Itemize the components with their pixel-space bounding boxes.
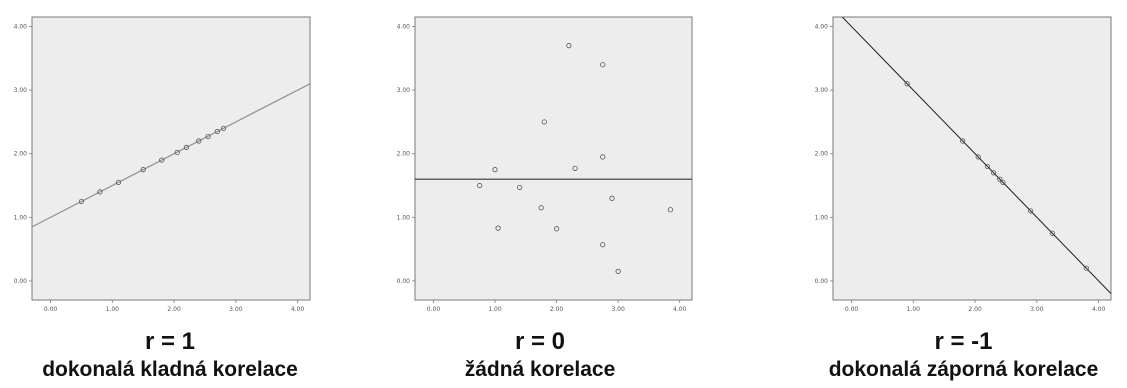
x-tick-label: 3.00 xyxy=(1030,306,1044,313)
x-tick-label: 1.00 xyxy=(106,306,120,313)
data-point xyxy=(205,133,211,140)
fit-line xyxy=(32,83,310,228)
x-tick-label: 1.00 xyxy=(907,306,921,313)
x-tick-label: 2.00 xyxy=(968,306,982,313)
caption-text: dokonalá záporná korelace xyxy=(828,358,1099,381)
y-tick-label: 4.00 xyxy=(815,24,829,31)
data-point xyxy=(553,226,560,232)
panel-zero: 0.00 1.00 2.00 3.00 4.00 0.00 1.00 2.00 3.00 4.00… xyxy=(380,0,700,388)
data-point xyxy=(566,43,572,49)
data-point xyxy=(600,62,606,68)
y-tick-label: 2.00 xyxy=(14,151,28,158)
caption-negative: r = -1 dokonalá záporná korelace xyxy=(800,328,1127,384)
data-point xyxy=(517,184,523,191)
data-point xyxy=(492,167,498,173)
data-point xyxy=(1000,179,1006,185)
x-tick-label: 0.00 xyxy=(427,306,441,313)
caption-text: dokonalá kladná korelace xyxy=(42,358,298,381)
data-point xyxy=(78,198,85,205)
x-tick-label: 4.00 xyxy=(291,306,305,313)
plot-area xyxy=(31,16,311,301)
r-label: r = 1 xyxy=(144,328,196,355)
scatter-plot-zero: 0.00 1.00 2.00 3.00 4.00 0.00 1.00 2.00 3.00 4.00 xyxy=(397,16,693,313)
scatter-plot-negative: 0.00 1.00 2.00 3.00 4.00 0.00 1.00 2.00 3.00 4.00 xyxy=(815,16,1112,313)
data-point xyxy=(183,144,190,150)
caption-text: žádná korelace xyxy=(464,358,616,381)
data-point xyxy=(1049,230,1055,236)
data-point xyxy=(997,176,1003,182)
data-point xyxy=(991,170,997,176)
x-tick-label: 1.00 xyxy=(488,306,502,313)
x-tick-label: 2.00 xyxy=(550,306,564,313)
x-tick-label: 0.00 xyxy=(44,306,58,313)
r-label: r = -1 xyxy=(934,328,993,355)
data-point xyxy=(97,189,103,195)
data-point xyxy=(1083,265,1089,271)
scatter-plot-positive: 0.00 1.00 2.00 3.00 4.00 0.00 1.00 2.00 3.00 4.00 xyxy=(14,16,311,313)
x-tick-label: 4.00 xyxy=(673,306,687,313)
data-point xyxy=(975,154,981,160)
data-point xyxy=(960,138,966,144)
data-point xyxy=(600,154,606,160)
x-tick-label: 0.00 xyxy=(845,306,859,313)
y-tick-label: 1.00 xyxy=(14,214,28,221)
data-point xyxy=(600,242,606,248)
caption-positive: r = 1 dokonalá kladná korelace xyxy=(20,328,320,384)
plot-area xyxy=(832,16,1112,301)
x-tick-label: 2.00 xyxy=(167,306,181,313)
y-tick-label: 3.00 xyxy=(397,87,411,94)
x-tick-label: 3.00 xyxy=(611,306,625,313)
data-point xyxy=(615,268,621,274)
data-point xyxy=(609,195,615,201)
data-point xyxy=(196,138,202,144)
y-tick-label: 2.00 xyxy=(397,151,411,158)
y-tick-label: 0.00 xyxy=(815,278,829,285)
y-tick-label: 3.00 xyxy=(815,87,829,94)
data-point xyxy=(541,119,547,125)
caption-zero: r = 0 žádná korelace xyxy=(380,328,700,384)
y-tick-label: 0.00 xyxy=(397,278,411,285)
y-tick-label: 1.00 xyxy=(397,214,411,221)
data-point xyxy=(115,179,122,185)
data-point xyxy=(159,157,165,163)
x-tick-label: 4.00 xyxy=(1092,306,1106,313)
y-tick-label: 0.00 xyxy=(14,278,28,285)
r-label: r = 0 xyxy=(514,328,566,355)
panel-positive: 0.00 1.00 2.00 3.00 4.00 0.00 1.00 2.00 3.00 4.00… xyxy=(0,0,320,388)
plot-area xyxy=(414,16,693,301)
y-tick-label: 4.00 xyxy=(14,24,28,31)
data-point xyxy=(220,125,227,131)
panel-negative: 0.00 1.00 2.00 3.00 4.00 0.00 1.00 2.00 3.00 4.00… xyxy=(800,0,1127,388)
data-point xyxy=(495,225,501,231)
y-tick-label: 2.00 xyxy=(815,151,829,158)
data-point xyxy=(214,128,220,135)
data-point xyxy=(904,81,910,87)
data-point xyxy=(477,182,483,189)
data-point xyxy=(174,149,180,156)
y-tick-label: 4.00 xyxy=(397,24,411,31)
data-point xyxy=(667,207,674,213)
x-tick-label: 3.00 xyxy=(229,306,243,313)
data-point xyxy=(140,167,146,173)
data-point xyxy=(538,205,544,211)
y-tick-label: 3.00 xyxy=(14,87,28,94)
data-point xyxy=(1028,208,1034,214)
y-tick-label: 1.00 xyxy=(815,214,829,221)
fit-line xyxy=(841,17,1111,294)
data-point xyxy=(572,165,578,171)
data-point xyxy=(984,163,991,170)
